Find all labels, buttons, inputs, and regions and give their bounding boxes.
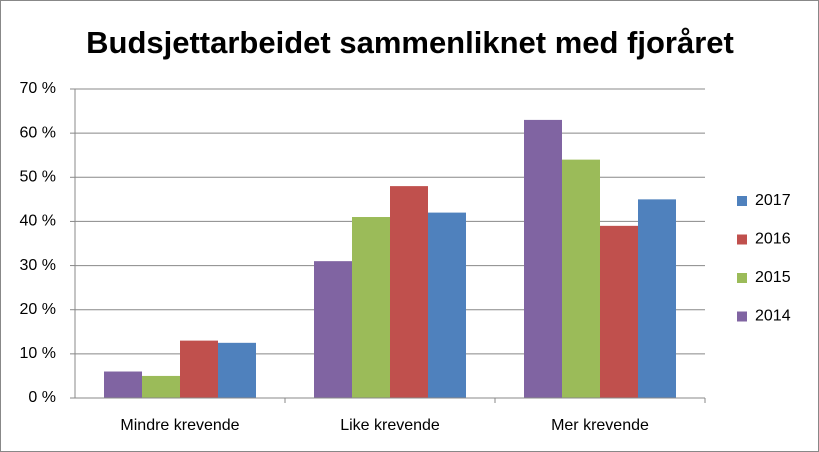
y-tick-label: 0 % bbox=[28, 389, 56, 406]
bar bbox=[638, 199, 676, 398]
bar bbox=[600, 225, 638, 398]
bar bbox=[104, 371, 142, 398]
x-tick-label: Mer krevende bbox=[551, 417, 649, 434]
bar bbox=[142, 375, 180, 398]
y-tick-label: 60 % bbox=[20, 124, 56, 141]
legend-label: 2015 bbox=[755, 269, 791, 286]
bar bbox=[314, 261, 352, 398]
legend-swatch bbox=[737, 311, 747, 322]
legend-label: 2016 bbox=[755, 231, 791, 248]
x-tick-label: Like krevende bbox=[340, 417, 440, 434]
bar bbox=[352, 217, 390, 398]
x-tick-label: Mindre krevende bbox=[120, 417, 239, 434]
bar bbox=[428, 212, 466, 398]
y-tick-label: 30 % bbox=[20, 257, 56, 274]
chart-title: Budsjettarbeidet sammenliknet med fjorår… bbox=[86, 25, 734, 60]
bar bbox=[524, 119, 562, 399]
legend-swatch bbox=[737, 196, 747, 206]
y-tick-label: 10 % bbox=[20, 345, 56, 362]
y-tick-label: 40 % bbox=[20, 213, 56, 230]
y-tick-label: 20 % bbox=[20, 301, 56, 318]
bar bbox=[180, 340, 218, 398]
legend-swatch bbox=[737, 234, 747, 245]
legend-label: 2017 bbox=[755, 192, 791, 209]
y-tick-label: 50 % bbox=[20, 169, 56, 186]
bar bbox=[390, 186, 428, 398]
y-tick-label: 70 % bbox=[20, 80, 56, 97]
legend-swatch bbox=[737, 273, 747, 283]
legend-label: 2014 bbox=[755, 308, 791, 325]
bar bbox=[218, 342, 256, 398]
bar bbox=[562, 159, 600, 398]
